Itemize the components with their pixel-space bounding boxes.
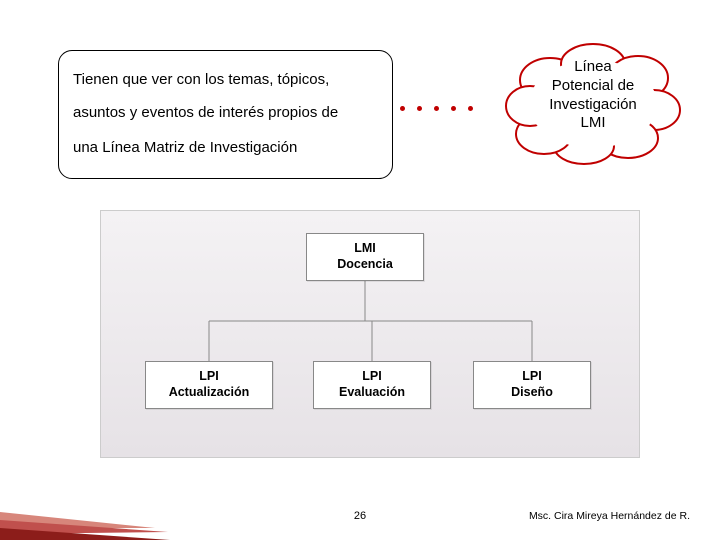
node-label: LPI [339, 369, 405, 385]
cloud-text: Línea Potencial de Investigación LMI [498, 58, 688, 133]
connector-dots [400, 100, 485, 118]
cloud-line: LMI [498, 114, 688, 133]
node-label: Actualización [169, 385, 250, 401]
node-label: Evaluación [339, 385, 405, 401]
description-line: una Línea Matriz de Investigación [73, 131, 378, 164]
description-line: asuntos y eventos de interés propios de [73, 96, 378, 129]
cloud-line: Línea [498, 58, 688, 77]
cloud-callout: Línea Potencial de Investigación LMI [498, 38, 688, 168]
description-box: Tienen que ver con los temas, tópicos, a… [58, 50, 393, 179]
node-label: LPI [169, 369, 250, 385]
org-node-child: LPI Evaluación [313, 361, 431, 409]
org-chart: LMI Docencia LPI Actualización LPI Evalu… [100, 210, 640, 458]
node-label: LMI [337, 241, 393, 257]
org-node-root: LMI Docencia [306, 233, 424, 281]
node-label: Diseño [511, 385, 553, 401]
node-label: Docencia [337, 257, 393, 273]
org-node-child: LPI Diseño [473, 361, 591, 409]
org-node-child: LPI Actualización [145, 361, 273, 409]
author-credit: Msc. Cira Mireya Hernández de R. [529, 510, 690, 522]
description-line: Tienen que ver con los temas, tópicos, [73, 63, 378, 96]
cloud-line: Potencial de [498, 77, 688, 96]
node-label: LPI [511, 369, 553, 385]
cloud-line: Investigación [498, 96, 688, 115]
decorative-wedge-icon [0, 500, 170, 540]
header-row: Tienen que ver con los temas, tópicos, a… [0, 38, 720, 168]
